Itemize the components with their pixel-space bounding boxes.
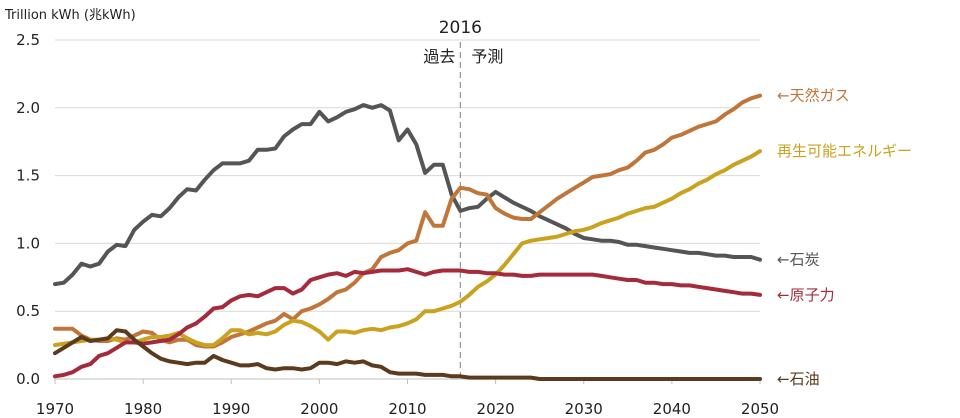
series-lines xyxy=(53,93,762,381)
series-line xyxy=(53,93,762,349)
series-label: ←原子力 xyxy=(777,286,835,304)
gridlines xyxy=(55,39,760,380)
x-tick-label: 2050 xyxy=(741,400,779,418)
series-label: ←石炭 xyxy=(777,251,820,269)
past-label: 過去 xyxy=(423,47,455,66)
forecast-label: 予測 xyxy=(471,47,503,66)
y-tick-label: 0.5 xyxy=(16,302,40,320)
series-line xyxy=(53,103,762,287)
x-tick-label: 2040 xyxy=(653,400,691,418)
series-label: ←天然ガス xyxy=(777,87,850,105)
x-axis: 1970 1980 1990 2000 2010 2020 2030 2040 2050 xyxy=(36,378,779,418)
series-line xyxy=(53,267,762,379)
x-tick-label: 2020 xyxy=(477,400,515,418)
x-tick-label: 1990 xyxy=(212,400,250,418)
x-tick-label: 1970 xyxy=(36,400,74,418)
x-tick-label: 2010 xyxy=(388,400,426,418)
series-line xyxy=(53,328,762,381)
y-tick-label: 2.0 xyxy=(16,99,40,117)
x-tick-label: 2000 xyxy=(300,400,338,418)
x-tick-label: 1980 xyxy=(124,400,162,418)
series-label: ←石油 xyxy=(777,370,820,388)
divider-year-label: 2016 xyxy=(439,18,482,38)
y-tick-label: 1.0 xyxy=(16,234,40,252)
x-tick-label: 2030 xyxy=(565,400,603,418)
series-line xyxy=(53,149,762,348)
forecast-divider: 2016 過去 予測 xyxy=(423,18,503,379)
y-tick-label: 1.5 xyxy=(16,167,40,185)
y-axis: 0.0 0.5 1.0 1.5 2.0 2.5 xyxy=(16,31,40,388)
series-label: 再生可能エネルギー xyxy=(777,142,912,160)
unit-label: Trillion kWh (兆kWh) xyxy=(4,8,136,23)
y-tick-label: 2.5 xyxy=(16,31,40,49)
y-tick-label: 0.0 xyxy=(16,370,40,388)
